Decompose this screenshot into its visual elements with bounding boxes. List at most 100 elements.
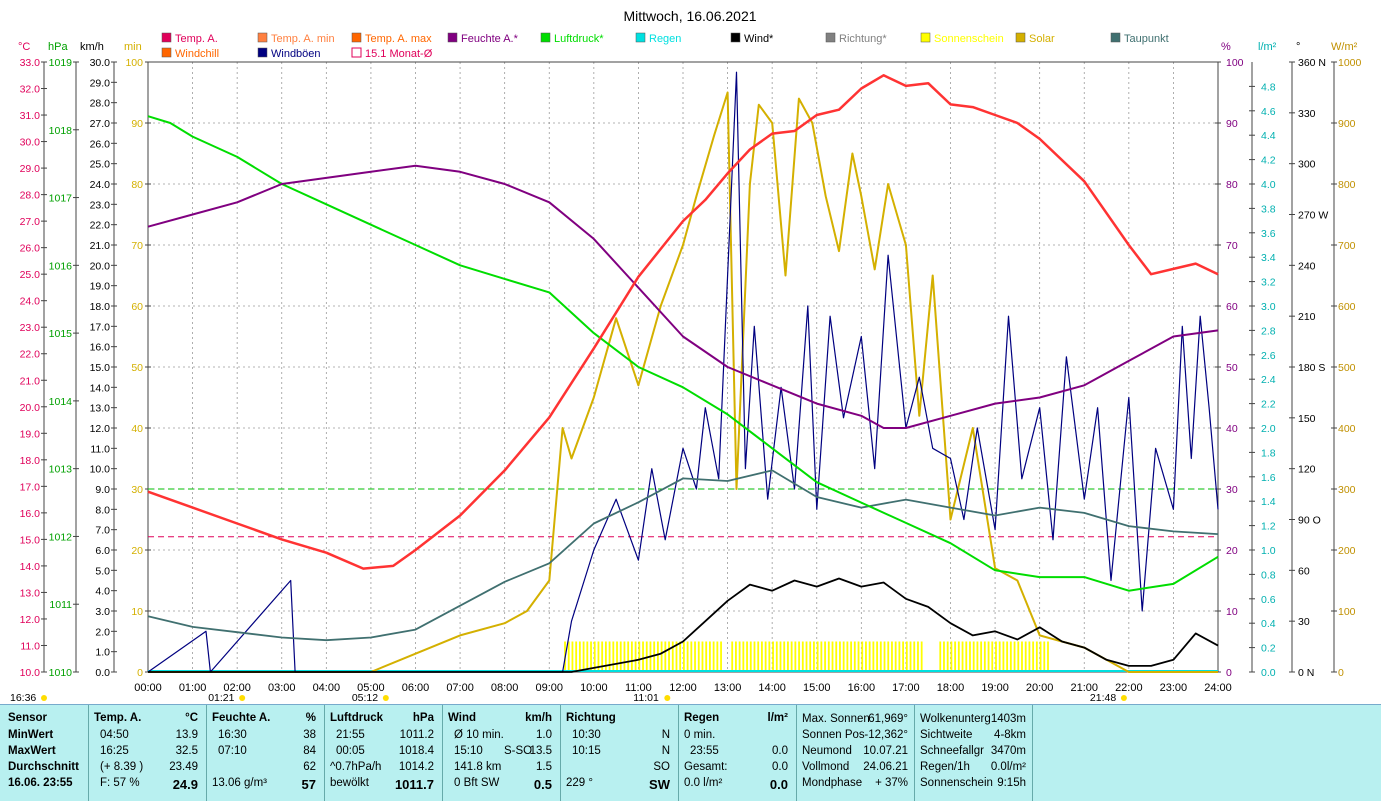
sunshine-bar <box>1017 641 1020 672</box>
sun-marker-label: 16:36 <box>10 692 36 704</box>
rain-axis-label: 0.0 <box>1261 667 1276 679</box>
axis-header-min: min <box>124 41 142 53</box>
sunshine-bar <box>857 641 860 672</box>
sunshine-bar <box>1024 641 1027 672</box>
temp-axis-label: 12.0 <box>20 614 41 626</box>
sunshine-bar <box>586 641 589 672</box>
sunshine-bar <box>675 641 678 672</box>
misc-r1-value: 1403m <box>990 713 1026 725</box>
sunshine-bar <box>987 641 990 672</box>
wind-axis-label: 23.0 <box>90 199 111 211</box>
astro-r1-value: 61,969° <box>868 713 908 725</box>
wind-axis-label: 25.0 <box>90 159 111 171</box>
x-tick-label: 12:00 <box>669 682 697 694</box>
x-tick-label: 18:00 <box>937 682 965 694</box>
x-tick-label: 24:00 <box>1204 682 1232 694</box>
direction-axis-label: 270 W <box>1298 210 1328 222</box>
temp-axis-label: 22.0 <box>20 349 41 361</box>
legend-label: Temp. A. max <box>365 33 432 45</box>
humidity-axis-label: 60 <box>1226 301 1238 313</box>
temp-axis-label: 21.0 <box>20 375 41 387</box>
stats-sensor: Sensor MinWert MaxWert Durchschnitt 16.0… <box>0 705 89 801</box>
sunshine-bar <box>679 641 682 672</box>
misc-r5-value: 9:15h <box>997 777 1026 789</box>
temp-min-time: 04:50 <box>100 729 129 741</box>
x-tick-label: 05:00 <box>357 682 385 694</box>
sunshine-bar <box>853 641 856 672</box>
rain-unit: l/m² <box>767 712 788 724</box>
sunshine-axis-label: 70 <box>131 240 143 252</box>
solar-axis-label: 300 <box>1338 484 1356 496</box>
sunshine-bar <box>813 641 815 672</box>
rain-axis-label: 1.2 <box>1261 521 1276 533</box>
sunshine-bar <box>891 641 893 672</box>
sunshine-bar <box>1006 641 1009 672</box>
humidity-axis-label: 40 <box>1226 423 1238 435</box>
sunshine-bar <box>1028 641 1031 672</box>
x-tick-label: 06:00 <box>402 682 430 694</box>
sunshine-bar <box>805 641 808 672</box>
temp-axis-label: 19.0 <box>20 428 41 440</box>
rain-r2-value: 0.0 <box>772 745 788 757</box>
legend-label: Temp. A. <box>175 33 218 45</box>
wind-axis-label: 5.0 <box>95 565 110 577</box>
sunshine-bar <box>701 641 704 672</box>
astro-r4-value: 24.06.21 <box>863 761 908 773</box>
sunshine-bar <box>809 641 812 672</box>
misc-r5-label: Sonnenschein <box>920 777 993 789</box>
humidity-axis-label: 30 <box>1226 484 1238 496</box>
misc-r2-label: Sichtweite <box>920 729 973 741</box>
sunshine-bar <box>720 641 722 672</box>
direction-axis-label: 210 <box>1298 311 1316 323</box>
sunshine-bar <box>738 641 741 672</box>
axis-header-solar: W/m² <box>1331 41 1358 53</box>
temp-axis-label: 13.0 <box>20 587 41 599</box>
sunshine-bar <box>969 641 971 672</box>
rain-axis-label: 1.8 <box>1261 447 1276 459</box>
solar-axis-label: 400 <box>1338 423 1356 435</box>
stats-direction: Richtung 10:30 N 10:15 N SO 229 ° SW <box>560 705 679 801</box>
solar-axis-label: 1000 <box>1338 57 1362 69</box>
direction-r1-value: N <box>661 729 670 741</box>
sunshine-bar <box>616 641 618 672</box>
sunshine-bar <box>1039 641 1042 672</box>
axis-header-pressure: hPa <box>48 41 68 53</box>
sunshine-bar <box>608 641 611 672</box>
direction-axis-label: 60 <box>1298 565 1310 577</box>
sunshine-bar <box>1032 641 1035 672</box>
legend-swatch <box>161 32 172 43</box>
astro-r3-label: Neumond <box>802 745 852 757</box>
sunshine-bar <box>604 641 607 672</box>
temp-axis-label: 17.0 <box>20 481 41 493</box>
sunshine-bar <box>664 641 667 672</box>
sun-icon <box>1120 695 1127 701</box>
wind-max-dir: S-SO <box>504 745 533 757</box>
wind-avg-value: 1.0 <box>536 729 552 741</box>
x-tick-label: 15:00 <box>803 682 831 694</box>
x-tick-label: 17:00 <box>892 682 920 694</box>
sunshine-bar <box>578 641 581 672</box>
sunshine-bar <box>794 641 797 672</box>
x-tick-label: 20:00 <box>1026 682 1054 694</box>
sunshine-bar <box>783 641 786 672</box>
sunshine-bar <box>946 641 949 672</box>
pressure-trend: ^0.7hPa/h <box>330 761 382 773</box>
sunshine-bar <box>846 641 849 672</box>
series-pressure <box>147 115 1219 592</box>
direction-axis-label: 360 N <box>1298 57 1326 69</box>
misc-r1-label: Wolkenunterg <box>920 713 991 725</box>
wind-axis-label: 19.0 <box>90 281 111 293</box>
sunshine-bar <box>872 641 875 672</box>
minwert-label: MinWert <box>8 729 54 741</box>
direction-r4-value: SW <box>649 777 670 792</box>
sunshine-bar <box>998 641 1001 672</box>
rain-r4-value: 0.0 <box>769 777 788 792</box>
weather-chart: Mittwoch, 16.06.2021 Temp. A.WindchillTe… <box>10 8 1362 704</box>
legend-swatch <box>447 32 458 43</box>
series-temp <box>147 74 1219 570</box>
x-tick-label: 19:00 <box>981 682 1009 694</box>
sunshine-bar <box>634 641 637 672</box>
solar-axis-label: 600 <box>1338 301 1356 313</box>
sunshine-axis-label: 50 <box>131 362 143 374</box>
direction-axis-label: 0 N <box>1298 667 1314 679</box>
